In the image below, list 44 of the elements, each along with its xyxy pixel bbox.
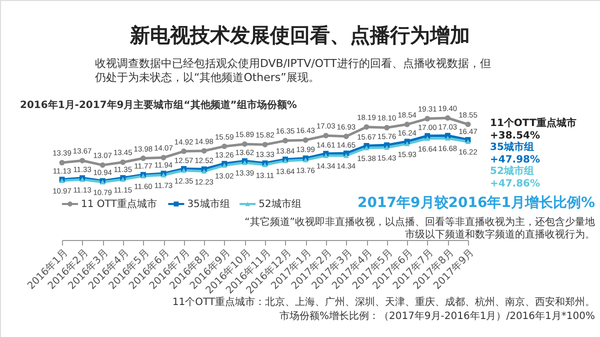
legend-label: 11 OTT重点城市 [81,198,157,210]
point [323,153,329,158]
point [262,142,268,148]
legend-label: 35城市组 [187,198,230,210]
text: 52城市组 +47.86% [490,165,540,190]
point [80,158,86,164]
point [282,138,288,144]
point [201,148,207,154]
point [384,124,390,130]
point [59,160,65,166]
point [100,162,106,168]
chart-subtitle: 收视调查数据中已经包括观众使用DVB/IPTV/OTT进行的回看、点播收视数据，但仍处于为未状态，以“其他频道Others”展现。 [94,57,491,84]
point [424,136,430,141]
point [424,116,430,122]
point [404,141,410,146]
point [120,159,126,165]
point [384,145,390,150]
point [444,115,450,121]
point [364,146,370,150]
chart-title: 新电视技术发展使回看、点播行为增加 [129,23,470,47]
point [222,163,228,168]
point [343,153,349,158]
point [222,144,228,150]
legend-label: 52城市组 [258,198,302,210]
point [242,141,248,147]
text: “其它频道”收视即非直播收视，以点播、回看等非直播收视为主，还包含少量地市级以下频道和数字频道的直播收视行为。 [244,216,595,240]
point [404,122,410,128]
point [302,137,308,143]
text: 市场份额%增长比例：（2017年9月-2016年1月）/2016年1月*100% [279,310,595,322]
point [364,124,370,130]
point [302,158,308,162]
text: 11个OTT重点城市：北京、上海、广州、深圳、天津、重庆、成都、杭州、南京、西安和郑州。 [172,296,595,308]
point [323,132,329,138]
text: 2016年1月-2017年9月主要城市组“其他频道”组市场份额% [20,99,297,111]
point [465,122,471,128]
point [140,156,146,162]
point [444,136,450,141]
point [181,148,187,154]
point [343,134,349,140]
text: 35城市组 +47.98% [490,141,540,166]
text: 2017年9月较2016年1月增长比例% [358,195,595,211]
point [160,154,166,160]
text: 11个OTT重点城市 +38.54% [490,117,576,142]
point [201,168,207,174]
